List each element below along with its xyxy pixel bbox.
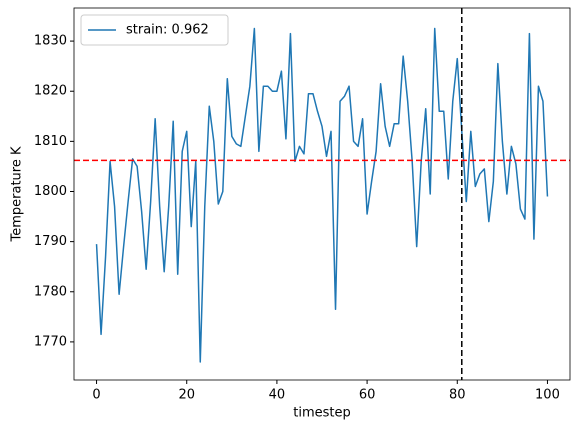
legend-label: strain: 0.962 (126, 23, 209, 38)
y-tick-label: 1810 (34, 134, 67, 149)
x-tick-label: 60 (359, 388, 376, 403)
y-tick-label: 1780 (34, 284, 67, 299)
x-tick-label: 80 (449, 388, 466, 403)
y-tick-label: 1770 (34, 334, 67, 349)
x-axis-label: timestep (293, 406, 351, 421)
y-tick-label: 1820 (34, 84, 67, 99)
plot-frame (73, 7, 571, 381)
y-tick-label: 1800 (34, 184, 67, 199)
y-tick-label: 1790 (34, 234, 67, 249)
x-tick-label: 20 (178, 388, 195, 403)
x-tick-label: 0 (92, 388, 100, 403)
x-tick-label: 100 (535, 388, 560, 403)
line-series (95, 27, 549, 363)
y-axis-label: Temperature K (10, 146, 25, 242)
x-tick-label: 40 (269, 388, 286, 403)
legend-box (80, 14, 229, 46)
y-tick-label: 1830 (34, 34, 67, 49)
